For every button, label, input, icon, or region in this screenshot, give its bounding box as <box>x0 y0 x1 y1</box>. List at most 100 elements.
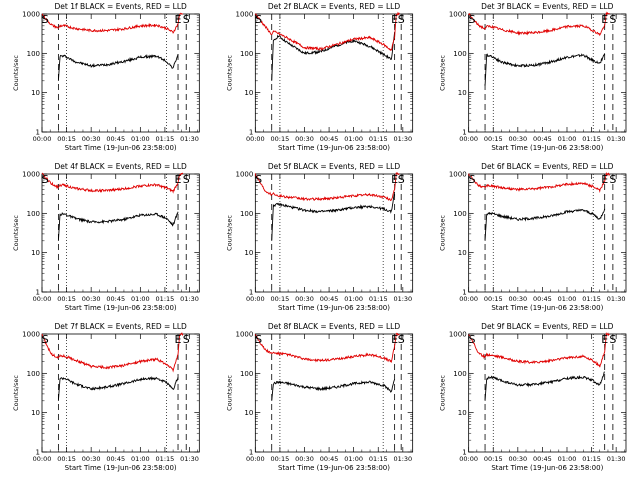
x-tick-label: 00:15 <box>57 295 76 303</box>
segment-marker-label: S <box>42 333 49 346</box>
y-tick-label: 1 <box>36 289 40 297</box>
plot-title: Det 3f BLACK = Events, RED = LLD <box>481 2 614 11</box>
segment-marker-label: S <box>468 173 475 186</box>
x-tick-label: 00:30 <box>295 135 314 143</box>
y-tick-label: 100 <box>240 210 253 218</box>
x-tick-label: 00:15 <box>57 455 76 463</box>
y-tick-label: 100 <box>27 370 40 378</box>
segment-marker-label: S <box>468 333 475 346</box>
segment-marker-label: E <box>601 173 608 186</box>
x-axis-label: Start Time (19-Jun-06 23:58:00) <box>278 304 390 312</box>
segment-marker-label: S <box>255 13 262 26</box>
x-tick-label: 00:00 <box>33 135 52 143</box>
x-tick-label: 01:15 <box>582 295 601 303</box>
axes-frame <box>41 13 200 133</box>
axes-frame <box>468 333 627 453</box>
y-axis-label: Counts/sec <box>12 375 20 411</box>
x-tick-label: 00:00 <box>459 455 478 463</box>
x-tick-label: 00:30 <box>82 455 101 463</box>
x-tick-label: 00:45 <box>533 295 552 303</box>
plot-panel: Det 6f BLACK = Events, RED = LLD 1 10 100 10… <box>439 162 627 312</box>
x-tick-label: 00:00 <box>246 455 265 463</box>
lld-series-line <box>41 12 183 34</box>
y-tick-label: 10 <box>458 409 467 417</box>
segment-marker-label: E <box>391 13 398 26</box>
y-axis-label: Counts/sec <box>439 55 447 91</box>
y-tick-label: 10 <box>31 249 40 257</box>
x-tick-label: 00:15 <box>484 135 503 143</box>
y-axis-label: Counts/sec <box>225 55 233 91</box>
x-tick-label: 00:45 <box>533 455 552 463</box>
events-series-line <box>271 379 396 401</box>
x-axis-label: Start Time (19-Jun-06 23:58:00) <box>65 464 177 472</box>
x-tick-label: 01:15 <box>156 455 175 463</box>
y-tick-label: 1 <box>249 129 253 137</box>
axes-frame <box>41 173 200 293</box>
y-axis-label: Counts/sec <box>225 375 233 411</box>
plot-panel: Det 5f BLACK = Events, RED = LLD 1 10 100 10… <box>225 162 414 312</box>
x-tick-label: 01:00 <box>558 455 577 463</box>
lld-series-line <box>41 332 184 373</box>
segment-marker-label: S <box>255 333 262 346</box>
segment-marker-label: S <box>183 13 190 26</box>
y-tick-label: 10 <box>458 249 467 257</box>
x-tick-label: 01:30 <box>607 295 626 303</box>
plot-title: Det 1f BLACK = Events, RED = LLD <box>55 2 188 11</box>
axes-frame <box>468 173 627 293</box>
y-tick-label: 1000 <box>236 11 254 19</box>
x-tick-label: 00:00 <box>33 295 52 303</box>
x-tick-label: 01:00 <box>558 295 577 303</box>
segment-marker-label: S <box>183 333 190 346</box>
segment-marker-label: S <box>609 13 616 26</box>
segment-marker-label: E <box>175 333 182 346</box>
x-tick-label: 01:00 <box>558 135 577 143</box>
x-tick-label: 00:15 <box>484 455 503 463</box>
x-tick-label: 01:30 <box>393 135 412 143</box>
axes-frame <box>41 333 200 453</box>
plot-panel: Det 7f BLACK = Events, RED = LLD 1 10 100 10… <box>12 322 200 472</box>
x-tick-label: 00:15 <box>271 455 290 463</box>
segment-marker-label: E <box>391 173 398 186</box>
y-axis-label: Counts/sec <box>225 215 233 251</box>
x-tick-label: 00:45 <box>106 295 125 303</box>
y-tick-label: 1 <box>462 449 466 457</box>
plot-title: Det 7f BLACK = Events, RED = LLD <box>55 322 188 331</box>
x-tick-label: 00:45 <box>106 135 125 143</box>
x-axis-label: Start Time (19-Jun-06 23:58:00) <box>65 304 177 312</box>
x-tick-label: 01:30 <box>393 455 412 463</box>
plot-panel: Det 2f BLACK = Events, RED = LLD 1 10 100 10… <box>225 2 414 152</box>
plot-panel: Det 4f BLACK = Events, RED = LLD 1 10 100 10… <box>12 162 200 312</box>
events-series-line <box>271 191 396 241</box>
x-axis-label: Start Time (19-Jun-06 23:58:00) <box>65 144 177 152</box>
plot-title: Det 9f BLACK = Events, RED = LLD <box>481 322 614 331</box>
y-tick-label: 100 <box>453 370 466 378</box>
events-series-line <box>484 371 605 401</box>
y-tick-label: 100 <box>27 50 40 58</box>
events-series-line <box>271 31 396 81</box>
segment-marker-label: S <box>468 13 475 26</box>
y-tick-label: 1 <box>36 449 40 457</box>
events-series-line <box>484 53 606 86</box>
y-tick-label: 1000 <box>449 171 467 179</box>
y-tick-label: 10 <box>244 409 253 417</box>
y-tick-label: 1 <box>249 449 253 457</box>
lld-series-line <box>254 11 400 52</box>
x-tick-label: 00:30 <box>295 455 314 463</box>
segment-marker-label: S <box>398 13 405 26</box>
x-tick-label: 00:30 <box>508 455 527 463</box>
segment-marker-label: S <box>183 173 190 186</box>
y-axis-label: Counts/sec <box>12 55 20 91</box>
y-tick-label: 100 <box>240 370 253 378</box>
lld-series-line <box>41 172 184 194</box>
plot-title: Det 5f BLACK = Events, RED = LLD <box>268 162 401 171</box>
segment-marker-label: S <box>42 13 49 26</box>
lld-series-line <box>468 171 611 193</box>
axes-frame <box>254 13 414 133</box>
x-tick-label: 01:15 <box>369 135 388 143</box>
x-tick-label: 00:45 <box>320 455 339 463</box>
y-tick-label: 100 <box>27 210 40 218</box>
axes-frame <box>254 333 414 453</box>
plot-panel: Det 8f BLACK = Events, RED = LLD 1 10 100 10… <box>225 322 414 472</box>
